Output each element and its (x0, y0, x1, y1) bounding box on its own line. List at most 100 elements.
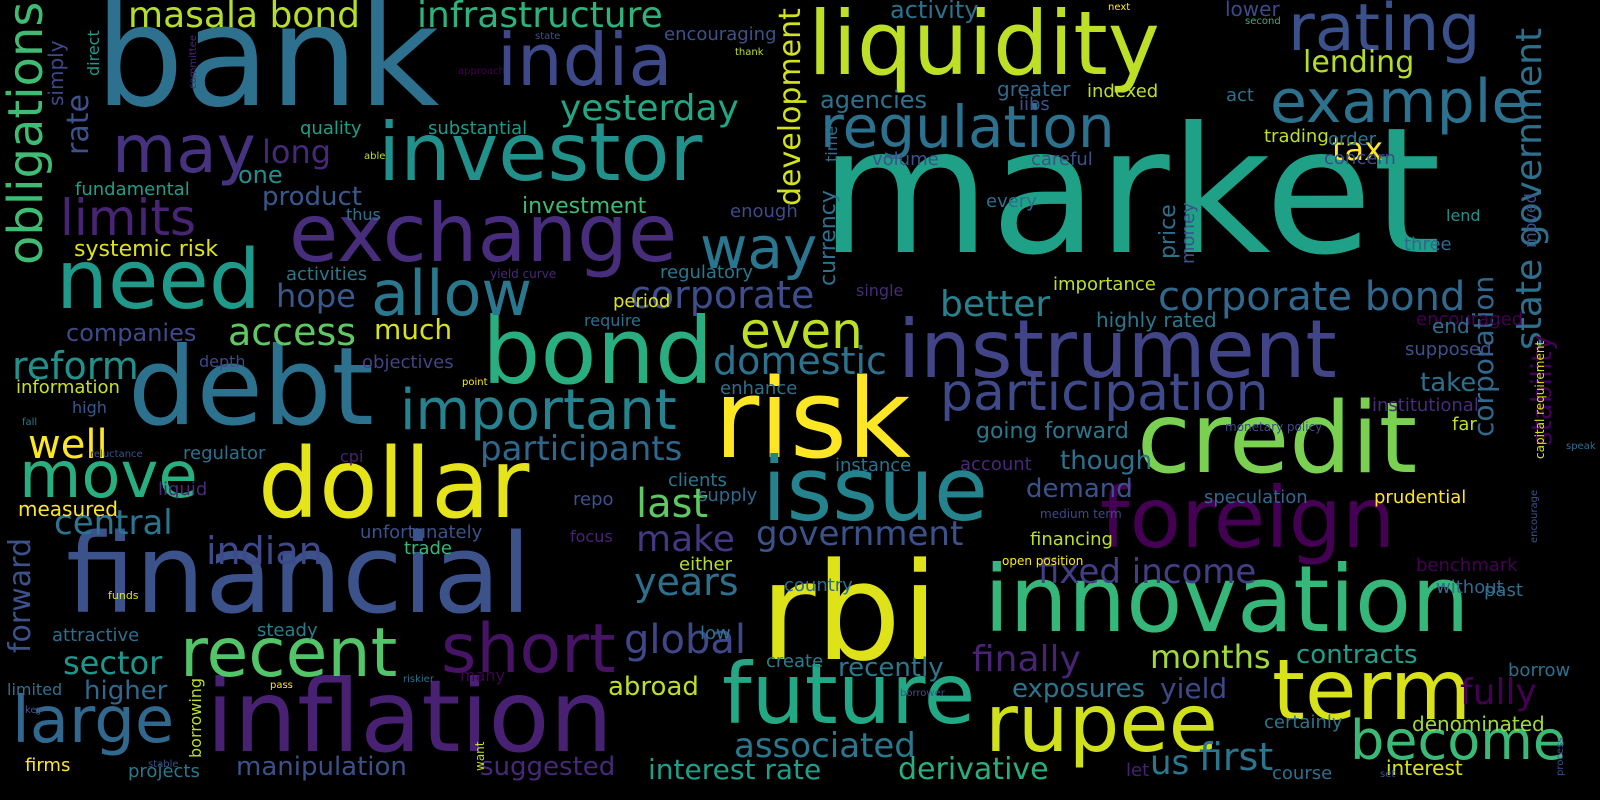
cloud-word-though: though (1060, 446, 1153, 476)
cloud-word-reform: reform (12, 344, 139, 388)
cloud-word-create: create (766, 651, 824, 672)
cloud-word-central: central (54, 503, 173, 543)
cloud-word-borrowing: borrowing (186, 677, 205, 759)
cloud-word-measured: measured (18, 497, 118, 521)
cloud-word-liquidity: liquidity (808, 0, 1160, 95)
cloud-word-projects: projects (128, 761, 200, 782)
cloud-word-repo: repo (573, 489, 614, 510)
cloud-word-issue: issue (762, 438, 989, 541)
cloud-word-manipulation: manipulation (236, 752, 407, 782)
cloud-word-enhance: enhance (720, 378, 798, 399)
cloud-word-bank: bank (95, 0, 440, 139)
cloud-word-investment: investment (522, 194, 647, 219)
cloud-word-objectives: objectives (362, 352, 454, 373)
cloud-word-point: point (462, 377, 488, 388)
cloud-word-indexed: indexed (1087, 81, 1159, 102)
cloud-word-approach: approach (458, 66, 505, 77)
cloud-word-years: years (634, 560, 739, 604)
cloud-word-let: let (1126, 760, 1150, 781)
cloud-word-rating: rating (1288, 0, 1481, 66)
cloud-word-require: require (584, 311, 641, 330)
cloud-word-regulator: regulator (183, 443, 266, 464)
cloud-word-benchmark: benchmark (1416, 555, 1518, 576)
cloud-word-trade: trade (404, 538, 452, 559)
cloud-word-currency: currency (816, 189, 841, 286)
cloud-word-yesterday: yesterday (560, 88, 739, 129)
cloud-word-borrow: borrow (1508, 660, 1571, 681)
cloud-word-every: every (986, 191, 1037, 212)
cloud-word-capital-requirement: capital requirement (1533, 340, 1547, 460)
cloud-word-highly-rated: highly rated (1096, 308, 1217, 332)
cloud-word-steady: steady (257, 620, 318, 641)
cloud-word-bond: bond (482, 298, 714, 405)
cloud-word-us: us (1150, 743, 1190, 783)
cloud-word-limited: limited (7, 680, 63, 699)
cloud-word-example: example (1270, 67, 1529, 137)
cloud-word-risk: risk (714, 355, 911, 483)
cloud-word-without: without (1436, 577, 1504, 598)
cloud-word-borrower: borrower (900, 688, 945, 699)
cloud-word-last: last (636, 481, 709, 527)
cloud-word-far: far (1452, 414, 1477, 435)
cloud-word-become: become (1350, 709, 1567, 772)
cloud-word-abroad: abroad (608, 672, 699, 702)
cloud-word-product: product (262, 182, 363, 212)
cloud-word-information: information (16, 377, 120, 398)
cloud-word-derivative: derivative (898, 752, 1049, 787)
cloud-word-money: money (1178, 201, 1199, 264)
cloud-word-higher: higher (84, 676, 168, 706)
cloud-word-activities: activities (286, 264, 368, 285)
cloud-word-investor: investor (378, 106, 703, 199)
cloud-word-encouraged: encouraged (1416, 309, 1524, 330)
cloud-word-even: even (740, 302, 863, 360)
cloud-word-country: country (784, 575, 853, 596)
cloud-word-much: much (374, 313, 453, 346)
cloud-word-order: order (1328, 129, 1376, 150)
cloud-word-way: way (700, 214, 818, 282)
cloud-word-three: three (1404, 234, 1452, 255)
cloud-word-medium-term: medium term (1040, 507, 1122, 521)
cloud-word-simply: simply (44, 40, 68, 106)
cloud-word-companies: companies (66, 319, 197, 347)
cloud-word-rate: rate (61, 94, 96, 155)
cloud-word-high: high (72, 398, 107, 417)
cloud-word-lending: lending (1303, 45, 1415, 80)
cloud-word-one: one (238, 161, 283, 189)
cloud-word-hope: hope (276, 277, 356, 315)
cloud-word-encourage: encourage (1529, 489, 1540, 544)
cloud-word-demand: demand (1026, 474, 1133, 504)
cloud-word-corporate: corporate (630, 273, 815, 317)
cloud-word-certainly: certainly (1264, 712, 1343, 733)
cloud-word-regulation: regulation (820, 93, 1115, 161)
cloud-word-riskier: riskier (403, 674, 434, 685)
cloud-word-encouraging: encouraging (664, 24, 777, 45)
cloud-word-firms: firms (25, 755, 71, 776)
cloud-word-key: key (25, 705, 43, 716)
cloud-word-quality: quality (300, 118, 362, 139)
cloud-word-exposures: exposures (1012, 674, 1146, 704)
cloud-word-activity: activity (890, 0, 979, 24)
cloud-word-speak: speak (1566, 441, 1596, 452)
cloud-word-india: india (497, 18, 673, 102)
cloud-word-course: course (1272, 763, 1333, 784)
cloud-word-unfortunately: unfortunately (360, 522, 483, 543)
cloud-word-suggested: suggested (480, 752, 616, 782)
cloud-word-prudential: prudential (1374, 487, 1467, 508)
cloud-word-state: state (535, 31, 561, 42)
cloud-word-fully: fully (1460, 672, 1537, 713)
cloud-word-able: able (364, 151, 386, 162)
cloud-word-obligations: obligations (0, 2, 54, 266)
cloud-word-foreign: foreign (1100, 469, 1396, 567)
cloud-word-take: take (1420, 368, 1477, 398)
cloud-word-dollar: dollar (258, 428, 530, 540)
cloud-word-thank: thank (735, 47, 764, 58)
cloud-word-going-forward: going forward (976, 419, 1129, 444)
cloud-word-either: either (679, 554, 733, 575)
cloud-word-reluctance: reluctance (90, 449, 143, 460)
cloud-word-want: want (473, 741, 487, 772)
cloud-word-instrument: instrument (898, 303, 1337, 396)
cloud-word-exchange: exchange (289, 187, 678, 280)
cloud-word-substantial: substantial (428, 118, 528, 139)
cloud-word-move: move (19, 439, 198, 513)
cloud-word-associated: associated (734, 726, 916, 766)
